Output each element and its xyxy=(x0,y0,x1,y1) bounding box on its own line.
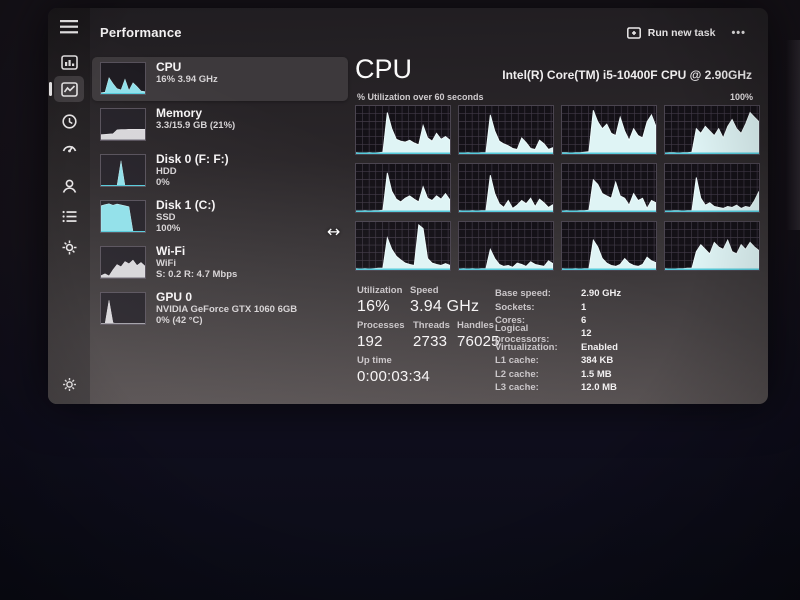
scale-100-label: 100% xyxy=(729,92,753,102)
spec-row: Base speed: 2.90 GHz xyxy=(495,288,622,300)
page-title: Performance xyxy=(100,25,182,40)
settings-gear-icon[interactable] xyxy=(61,376,78,393)
perf-item-wifi[interactable]: Wi-Fi WiFi S: 0.2 R: 4.7 Mbps xyxy=(92,241,348,285)
perf-item-title: Disk 1 (C:) xyxy=(156,198,216,212)
perf-item-sub: WiFi xyxy=(156,258,176,269)
memory-mini-graph xyxy=(100,108,146,141)
cpu-mini-graph xyxy=(100,62,146,95)
run-new-task-label: Run new task xyxy=(647,27,716,39)
task-manager-sidebar xyxy=(48,8,90,404)
perf-item-title: CPU xyxy=(156,60,182,74)
perf-item-title: Disk 0 (F: F:) xyxy=(156,152,229,166)
cpu-panel-title: CPU xyxy=(355,54,413,84)
perf-item-disk0[interactable]: Disk 0 (F: F:) HDD 0% xyxy=(92,149,348,193)
stat-speed: Speed 3.94 GHz xyxy=(410,285,480,315)
perf-item-sub2: 0% xyxy=(156,177,170,188)
perf-item-cpu[interactable]: CPU 16% 3.94 GHz xyxy=(92,57,348,101)
spec-row: L3 cache: 12.0 MB xyxy=(495,381,617,393)
cpu-model-name: Intel(R) Core(TM) i5-10400F CPU @ 2.90GH… xyxy=(502,68,752,82)
core-graph xyxy=(561,105,657,155)
app-history-icon[interactable] xyxy=(61,113,78,130)
startup-apps-icon[interactable] xyxy=(61,140,78,157)
spec-row: L1 cache: 384 KB xyxy=(495,355,614,367)
details-icon[interactable] xyxy=(61,208,78,225)
core-graph xyxy=(664,105,760,155)
perf-item-sub: SSD xyxy=(156,212,176,223)
graph-caption: % Utilization over 60 seconds xyxy=(357,92,484,102)
performance-icon[interactable] xyxy=(61,81,78,98)
stat-utilization: Utilization 16% xyxy=(357,285,403,315)
task-manager-window: Performance Run new task ••• CPU 16% 3.94… xyxy=(48,8,768,404)
perf-item-gpu[interactable]: GPU 0 NVIDIA GeForce GTX 1060 6GB 0% (42 °… xyxy=(92,287,348,331)
perf-item-title: GPU 0 xyxy=(156,290,193,304)
core-graph xyxy=(355,221,451,271)
logical-processor-graphs xyxy=(355,105,760,271)
perf-item-sub: NVIDIA GeForce GTX 1060 6GB xyxy=(156,304,298,315)
perf-item-sub2: 0% (42 °C) xyxy=(156,315,203,326)
disk1-mini-graph xyxy=(100,200,146,233)
core-graph xyxy=(458,163,554,213)
stat-uptime: Up time 0:00:03:34 xyxy=(357,355,430,385)
stat-handles: Handles 76025 xyxy=(457,320,500,350)
services-icon[interactable] xyxy=(61,239,78,256)
wifi-mini-graph xyxy=(100,246,146,279)
core-graph xyxy=(355,105,451,155)
users-icon[interactable] xyxy=(61,178,78,195)
perf-item-sub: HDD xyxy=(156,166,177,177)
resize-cursor: ↔ xyxy=(327,222,341,241)
spec-row: Virtualization: Enabled xyxy=(495,341,618,353)
spec-row: Sockets: 1 xyxy=(495,301,587,313)
perf-item-title: Wi-Fi xyxy=(156,244,186,258)
core-graph xyxy=(664,163,760,213)
spec-row: Logical processors: 12 xyxy=(495,322,592,345)
spec-row: L2 cache: 1.5 MB xyxy=(495,368,612,380)
cpu-spec-list: Base speed: 2.90 GHz Sockets: 1 Cores: 6 Lo… xyxy=(495,287,725,394)
core-graph xyxy=(355,163,451,213)
perf-item-disk1[interactable]: Disk 1 (C:) SSD 100% xyxy=(92,195,348,239)
run-new-task-button[interactable]: Run new task xyxy=(626,26,716,40)
core-graph xyxy=(561,163,657,213)
stat-threads: Threads 2733 xyxy=(413,320,450,350)
gpu-mini-graph xyxy=(100,292,146,325)
sidebar-active-indicator xyxy=(49,82,52,96)
run-new-task-icon xyxy=(626,27,641,39)
perf-item-sub: 16% 3.94 GHz xyxy=(156,74,218,85)
screen-edge-glint xyxy=(786,40,800,230)
more-options-button[interactable]: ••• xyxy=(731,27,746,39)
performance-list: CPU 16% 3.94 GHz Memory 3.3/15.9 GB (21%) … xyxy=(92,57,348,333)
processes-icon[interactable] xyxy=(61,54,78,71)
stat-processes: Processes 192 xyxy=(357,320,405,350)
spec-row: Cores: 6 xyxy=(495,314,587,326)
core-graph xyxy=(458,105,554,155)
perf-item-title: Memory xyxy=(156,106,203,120)
core-graph xyxy=(458,221,554,271)
core-graph xyxy=(561,221,657,271)
disk0-mini-graph xyxy=(100,154,146,187)
perf-item-sub2: S: 0.2 R: 4.7 Mbps xyxy=(156,269,238,280)
perf-item-sub2: 100% xyxy=(156,223,181,234)
perf-item-memory[interactable]: Memory 3.3/15.9 GB (21%) xyxy=(92,103,348,147)
core-graph xyxy=(664,221,760,271)
hamburger-menu-icon[interactable] xyxy=(60,20,78,34)
perf-item-sub: 3.3/15.9 GB (21%) xyxy=(156,120,236,131)
